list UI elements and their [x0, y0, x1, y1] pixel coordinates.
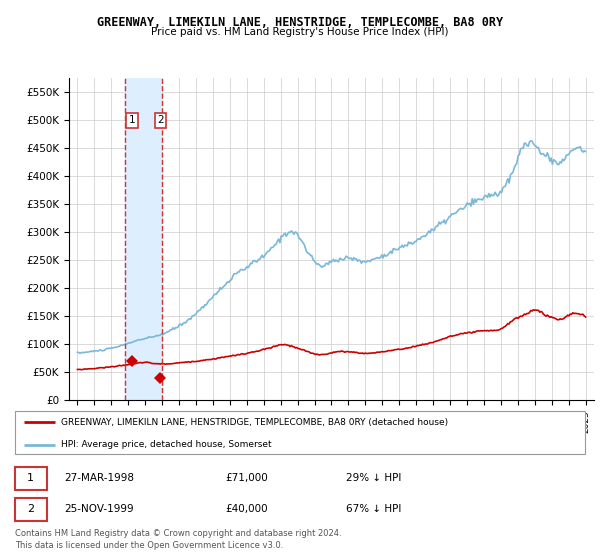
Text: Price paid vs. HM Land Registry's House Price Index (HPI): Price paid vs. HM Land Registry's House …: [151, 27, 449, 37]
FancyBboxPatch shape: [15, 410, 585, 455]
Text: £71,000: £71,000: [225, 473, 268, 483]
Text: 67% ↓ HPI: 67% ↓ HPI: [346, 505, 401, 514]
Text: 1: 1: [129, 115, 136, 125]
Text: 2: 2: [27, 505, 34, 514]
Text: 1: 1: [27, 473, 34, 483]
Text: GREENWAY, LIMEKILN LANE, HENSTRIDGE, TEMPLECOMBE, BA8 0RY: GREENWAY, LIMEKILN LANE, HENSTRIDGE, TEM…: [97, 16, 503, 29]
Text: 25-NOV-1999: 25-NOV-1999: [64, 505, 133, 514]
Text: 27-MAR-1998: 27-MAR-1998: [64, 473, 134, 483]
Bar: [125, 78, 162, 400]
Text: £40,000: £40,000: [225, 505, 268, 514]
Text: 2: 2: [157, 115, 164, 125]
Text: GREENWAY, LIMEKILN LANE, HENSTRIDGE, TEMPLECOMBE, BA8 0RY (detached house): GREENWAY, LIMEKILN LANE, HENSTRIDGE, TEM…: [61, 418, 448, 427]
FancyBboxPatch shape: [15, 498, 47, 521]
Text: 29% ↓ HPI: 29% ↓ HPI: [346, 473, 401, 483]
FancyBboxPatch shape: [15, 467, 47, 491]
Text: Contains HM Land Registry data © Crown copyright and database right 2024.: Contains HM Land Registry data © Crown c…: [15, 530, 341, 539]
Text: HPI: Average price, detached house, Somerset: HPI: Average price, detached house, Some…: [61, 440, 272, 449]
Text: This data is licensed under the Open Government Licence v3.0.: This data is licensed under the Open Gov…: [15, 541, 283, 550]
